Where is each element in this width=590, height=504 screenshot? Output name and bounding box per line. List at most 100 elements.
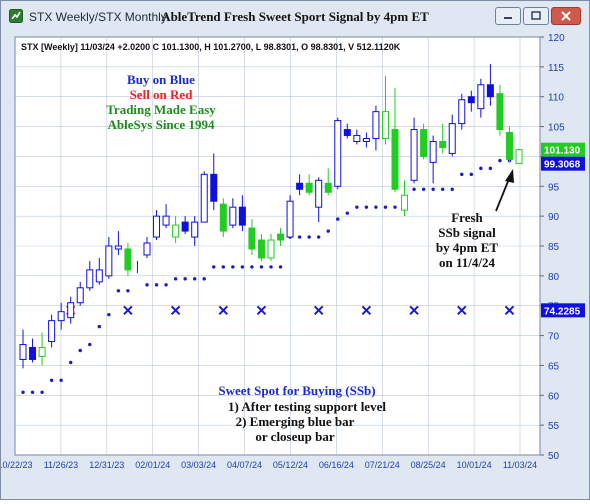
support-dot xyxy=(107,312,111,317)
support-dot xyxy=(431,187,435,191)
y-tick-label: 80 xyxy=(548,272,560,283)
annotation-fresh-line2: SSb signal xyxy=(438,225,496,240)
price-bar xyxy=(29,338,37,363)
support-dot xyxy=(240,265,245,269)
price-bar xyxy=(324,168,332,196)
x-tick-label: 03/03/24 xyxy=(181,460,216,470)
annotation-fresh-line4: on 11/4/24 xyxy=(439,255,495,270)
price-bar xyxy=(343,123,351,139)
support-dot xyxy=(316,235,321,239)
support-dot xyxy=(374,205,378,209)
plot-area: 50556065707580859095100105110115120 10/2… xyxy=(0,31,589,499)
x-tick-label: 10/22/23 xyxy=(1,460,33,470)
x-tick-label: 08/25/24 xyxy=(411,460,446,470)
price-bar xyxy=(334,117,342,190)
price-bar xyxy=(19,329,27,369)
x-signal-mark xyxy=(457,305,467,316)
annotation-sweet-spot-title: Sweet Spot for Buying (SSb) xyxy=(218,383,375,398)
price-bar xyxy=(296,174,304,196)
title-bar[interactable]: STX Weekly/STX Monthly AbleTrend Fresh S… xyxy=(1,1,589,31)
support-dot xyxy=(202,277,206,281)
support-dot xyxy=(88,342,92,347)
y-tick-label: 90 xyxy=(548,212,560,223)
support-dot xyxy=(154,283,159,287)
support-dot xyxy=(30,390,35,394)
annotation-sell-on-red: Sell on Red xyxy=(130,87,194,102)
price-bar xyxy=(124,243,132,276)
y-tick-label: 65 xyxy=(548,361,560,372)
support-dot xyxy=(250,265,254,269)
price-tag-label: 99.3068 xyxy=(544,160,581,171)
support-dot xyxy=(164,283,168,287)
price-bar xyxy=(267,234,275,261)
price-bar xyxy=(238,195,246,232)
minimize-button[interactable] xyxy=(495,7,521,25)
price-bar xyxy=(210,153,218,211)
price-bar xyxy=(505,126,513,163)
x-signal-mark xyxy=(313,305,324,316)
y-tick-label: 120 xyxy=(548,33,565,44)
restore-button[interactable] xyxy=(523,7,549,25)
x-tick-label: 10/01/24 xyxy=(457,460,492,470)
price-tag: 74.2285 xyxy=(541,303,585,318)
price-bar xyxy=(439,123,447,154)
price-bar xyxy=(95,257,103,285)
support-dot xyxy=(278,265,283,269)
price-bar xyxy=(305,174,313,196)
price-bar xyxy=(486,63,494,106)
price-bar xyxy=(219,198,227,238)
minimize-icon xyxy=(504,17,512,19)
price-bar xyxy=(515,148,523,164)
support-dot xyxy=(336,217,340,221)
support-dot xyxy=(440,187,445,191)
y-tick-label: 60 xyxy=(548,391,560,402)
price-bar xyxy=(362,132,370,148)
price-tag-label: 101.130 xyxy=(544,146,581,157)
support-dot xyxy=(450,187,454,191)
price-bar xyxy=(67,296,75,324)
x-signal-mark xyxy=(361,305,372,316)
support-dot xyxy=(364,205,369,209)
support-dot xyxy=(221,265,226,269)
support-dot xyxy=(68,360,73,365)
support-dot xyxy=(192,277,197,281)
support-dot xyxy=(297,235,302,239)
x-tick-label: 04/07/24 xyxy=(227,460,262,470)
support-dot xyxy=(59,378,63,383)
x-tick-label: 05/12/24 xyxy=(273,460,308,470)
price-bar xyxy=(420,123,428,160)
support-dot xyxy=(355,205,359,209)
x-tick-label: 06/16/24 xyxy=(319,460,354,470)
support-dot xyxy=(21,390,25,394)
price-bar xyxy=(191,216,199,246)
x-tick-label: 12/31/23 xyxy=(89,460,124,470)
x-tick-label: 02/01/24 xyxy=(135,460,170,470)
close-button[interactable] xyxy=(551,7,581,25)
price-bar xyxy=(57,302,65,330)
chart-title: AbleTrend Fresh Sweet Sport Signal by 4p… xyxy=(161,9,429,24)
y-tick-label: 70 xyxy=(548,332,560,343)
price-bar xyxy=(181,216,189,235)
price-bar xyxy=(391,87,399,193)
annotation-fresh-line1: Fresh xyxy=(451,210,483,225)
annotation-fresh-line3: by 4pm ET xyxy=(436,240,498,255)
price-bar xyxy=(114,231,122,255)
x-signal-mark xyxy=(256,305,267,316)
x-signal-mark xyxy=(218,305,229,316)
price-bar xyxy=(353,129,361,145)
price-bar xyxy=(286,195,294,238)
annotation-ssb-rule1: 1) After testing support level xyxy=(228,399,386,414)
price-bar xyxy=(105,237,113,279)
price-bar xyxy=(477,78,485,118)
annotation-ablesys-since: AbleSys Since 1994 xyxy=(108,117,215,132)
price-bar xyxy=(401,180,409,217)
price-bar xyxy=(200,171,208,223)
y-tick-label: 115 xyxy=(548,63,564,74)
x-signal-mark xyxy=(170,305,181,316)
support-dot xyxy=(97,324,102,329)
price-tag: 101.130 xyxy=(541,142,585,157)
support-dot xyxy=(412,187,416,191)
support-dot xyxy=(383,205,388,209)
price-bar xyxy=(248,219,256,255)
price-bar xyxy=(496,84,504,136)
